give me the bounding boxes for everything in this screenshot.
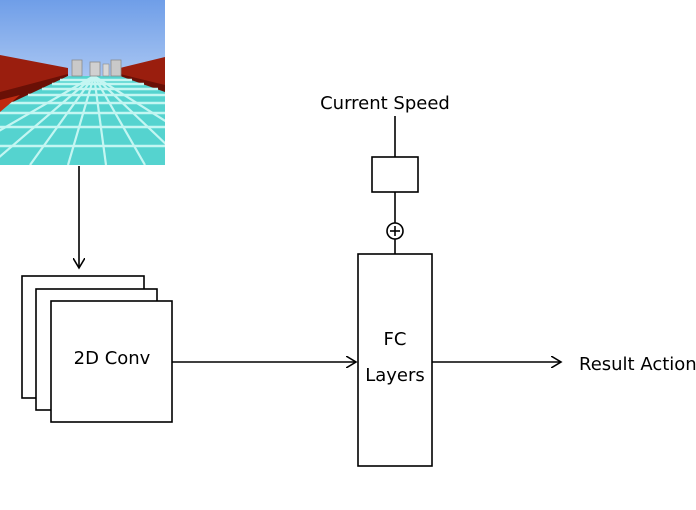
fc-label-line1: FC — [384, 329, 407, 350]
conv-block: 2D Conv — [21, 275, 173, 423]
output-label: Result Action — [579, 354, 696, 375]
input-image — [0, 0, 165, 165]
fc-block: FC Layers — [357, 253, 433, 467]
speed-encoder-box — [371, 156, 419, 193]
conv-label: 2D Conv — [74, 348, 151, 369]
fc-label-line2: Layers — [365, 365, 425, 386]
speed-label: Current Speed — [320, 93, 450, 114]
add-icon — [386, 222, 404, 240]
